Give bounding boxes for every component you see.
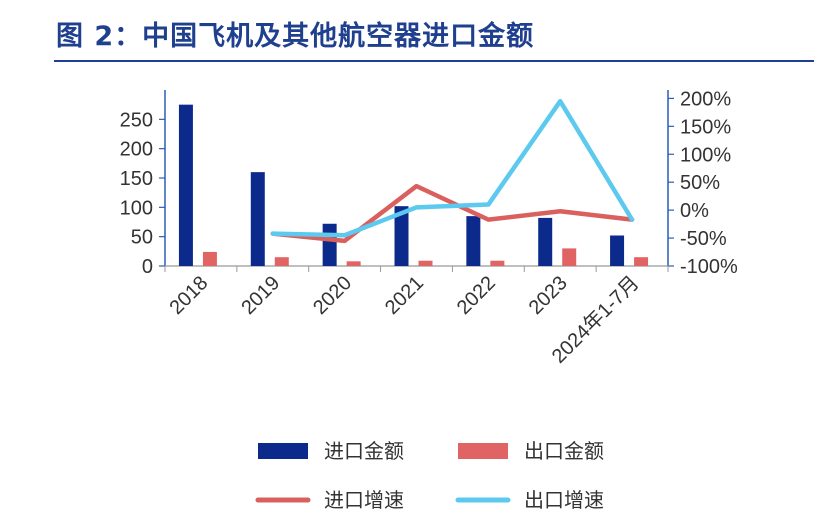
right-tick-label: 0% (680, 200, 709, 222)
legend-label: 进口增速 (324, 488, 404, 512)
bar-import (394, 206, 409, 266)
left-tick-label: 250 (120, 109, 153, 131)
left-tick-label: 200 (120, 139, 153, 161)
bar-import (466, 216, 481, 266)
left-tick-labels: 0 50 100 150 200 250 (120, 109, 153, 278)
right-tick-label: 50% (680, 172, 720, 194)
legend-label: 进口金额 (324, 439, 404, 463)
bar-import (538, 217, 553, 266)
export-growth-line (270, 98, 635, 238)
left-tick-label: 0 (142, 256, 153, 278)
axes (159, 90, 674, 272)
legend-label: 出口增速 (524, 488, 604, 512)
legend-swatch (258, 443, 308, 459)
legend-swatch (458, 443, 508, 459)
figure-title: 图 2：中国飞机及其他航空器进口金额 (56, 21, 535, 52)
right-tick-label: 100% (680, 144, 731, 166)
x-tick-label: 2023 (525, 272, 572, 319)
right-tick-labels: -100% -50% 0% 50% 100% 150% 200% (680, 88, 738, 278)
bar-export (634, 257, 649, 266)
left-tick-label: 150 (120, 168, 153, 190)
legend-label: 出口金额 (524, 439, 604, 463)
left-tick-label: 100 (120, 197, 153, 219)
x-tick-label: 2018 (165, 272, 212, 319)
title-underline (54, 60, 814, 62)
x-tick-label: 2021 (381, 272, 428, 319)
bar-export (490, 260, 505, 266)
bar-export (346, 261, 361, 266)
x-tick-label: 2019 (237, 272, 284, 319)
left-tick-label: 50 (131, 227, 153, 249)
bar-import (322, 223, 337, 266)
legend-item: 出口金额 (458, 439, 604, 463)
legend-item: 进口金额 (258, 439, 404, 463)
bar-export (202, 251, 217, 266)
legend-item: 出口增速 (455, 488, 604, 512)
bar-import (178, 104, 193, 267)
right-tick-label: -100% (680, 256, 738, 278)
x-tick-label: 2022 (453, 272, 500, 319)
right-tick-label: 150% (680, 116, 731, 138)
bar-export (274, 257, 289, 266)
right-tick-label: -50% (680, 228, 727, 250)
line-marks (270, 98, 635, 244)
bar-export (418, 260, 433, 266)
right-tick-label: 200% (680, 88, 731, 110)
bar-import (610, 235, 625, 266)
bar-import (250, 172, 265, 266)
import-growth-line (270, 183, 635, 244)
bar-marks (178, 104, 649, 267)
legend-item: 进口增速 (255, 488, 404, 512)
bar-export (562, 248, 577, 266)
x-tick-label: 2020 (309, 272, 356, 319)
